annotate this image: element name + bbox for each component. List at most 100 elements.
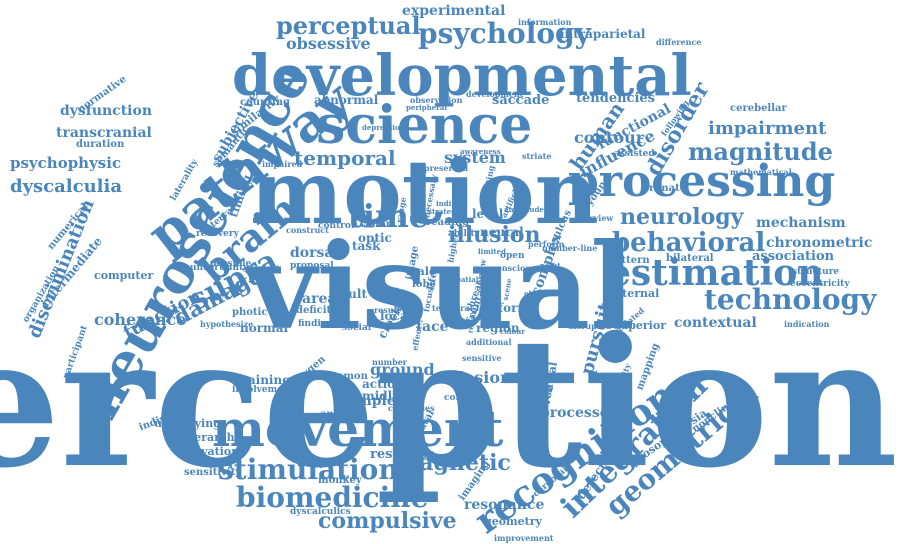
cloud-word: recovery — [196, 229, 239, 239]
cloud-word: amplitude — [504, 205, 544, 214]
cloud-word: computer — [94, 269, 154, 282]
cloud-word: mechanism — [756, 215, 846, 231]
cloud-word: ability — [448, 229, 480, 239]
cloud-word: geometry — [484, 515, 542, 528]
cloud-word: estimation — [608, 252, 824, 294]
cloud-word: training — [236, 373, 291, 387]
cloud-word: number-line — [542, 243, 598, 253]
cloud-word: dysfunction — [60, 103, 153, 119]
cloud-word: anterior — [320, 409, 366, 420]
cloud-word: developmental — [232, 43, 692, 109]
cloud-word: involvement — [232, 385, 294, 395]
cloud-word: photic — [232, 307, 268, 318]
cloud-word: response — [370, 447, 436, 462]
cloud-word: underlying — [154, 417, 221, 430]
cloud-word: resonance — [464, 497, 545, 513]
cloud-word: uncertainty — [190, 263, 249, 273]
cloud-word: impairment — [708, 118, 827, 139]
cloud-word: monkey — [318, 475, 362, 486]
cloud-word: illusion — [448, 222, 541, 248]
cloud-word: tendencies — [576, 91, 655, 106]
cloud-word: development — [466, 89, 524, 99]
cloud-word: stimulation — [218, 453, 399, 486]
cloud-word: indication — [784, 319, 830, 329]
cloud-word: open — [500, 251, 525, 261]
cloud-word: sensitivity — [184, 467, 242, 478]
cloud-word: technology — [704, 283, 877, 316]
cloud-word: perception — [0, 298, 898, 507]
cloud-word: observation — [410, 95, 463, 105]
cloud-word: motion — [250, 140, 599, 244]
cloud-word: processing — [568, 156, 836, 207]
cloud-word: correlate — [444, 393, 490, 403]
cloud-word: visual — [248, 217, 635, 356]
cloud-word: mathematical — [730, 167, 792, 177]
cloud-word: processes — [540, 405, 617, 421]
cloud-word: behavioral — [612, 228, 766, 258]
cloud-word: reading — [426, 217, 470, 228]
cloud-word: contour — [574, 128, 645, 147]
cloud-word: sample — [340, 393, 396, 409]
cloud-word: difference — [656, 37, 702, 47]
cloud-word: obsessive — [286, 34, 371, 53]
cloud-word: duration — [76, 139, 125, 150]
cloud-word: region — [476, 321, 520, 335]
cloud-word: adult — [332, 287, 367, 301]
cloud-word: vision — [360, 219, 393, 230]
cloud-word: saccade — [492, 93, 550, 108]
cloud-word: area — [302, 291, 337, 307]
cloud-word: number — [372, 357, 407, 367]
cloud-word: perform — [528, 239, 565, 249]
cloud-word: limited — [478, 247, 506, 256]
cloud-word: depression — [362, 123, 405, 132]
cloud-word: science — [316, 95, 533, 156]
cloud-word: magnetic — [396, 450, 511, 476]
cloud-word: unconscious — [480, 263, 536, 273]
cloud-word: contextual — [674, 315, 757, 331]
cloud-word: abnormal — [314, 93, 379, 107]
cloud-word: face — [416, 319, 449, 335]
cloud-word: awareness — [460, 147, 501, 156]
cloud-word: construct — [286, 225, 329, 235]
cloud-word: result — [374, 305, 401, 315]
cloud-word: finding — [298, 319, 334, 329]
cloud-word: task — [352, 239, 381, 253]
cloud-word: male — [406, 265, 436, 278]
cloud-word: structure — [792, 267, 840, 277]
cloud-word: level — [472, 207, 504, 221]
cloud-word: indirect — [436, 199, 467, 208]
cloud-word: data — [382, 287, 407, 298]
cloud-word: counting — [240, 97, 290, 108]
cloud-word: experimental — [402, 3, 506, 19]
cloud-word: dorsal — [290, 245, 339, 261]
cloud-word: point — [540, 261, 561, 270]
cloud-word: transcranial — [56, 125, 152, 141]
cloud-word: strategy — [428, 207, 461, 216]
cloud-word: lobe — [412, 279, 436, 290]
cloud-word: improvement — [494, 533, 554, 543]
cloud-word: system — [444, 148, 506, 167]
cloud-word: colour — [500, 327, 526, 336]
cloud-word: midline — [362, 389, 414, 403]
cloud-word: movement — [212, 399, 504, 458]
cloud-word: optic — [358, 231, 392, 245]
cloud-word: assisted — [614, 149, 655, 159]
cloud-word: spatial — [452, 275, 479, 284]
cloud-word: disrupted — [568, 321, 612, 331]
cloud-word: dyscalculia — [10, 176, 123, 197]
cloud-word: compulsive — [318, 508, 457, 534]
cloud-word: purview — [578, 213, 614, 223]
cloud-word: striate — [522, 151, 552, 161]
cloud-word: internal — [610, 287, 660, 300]
cloud-word: preserved — [424, 163, 469, 173]
cloud-word: dyscalculics — [290, 507, 351, 517]
cloud-word: magnitude — [688, 137, 833, 166]
cloud-word: biomedicine — [236, 481, 429, 514]
cloud-word: temporal — [294, 146, 396, 170]
cloud-word: form — [498, 301, 531, 315]
cloud-word: bilateral — [666, 253, 714, 264]
cloud-word: perceptual — [276, 11, 421, 40]
cloud-word: proposal — [290, 261, 334, 271]
cloud-word: hierarchy — [182, 431, 241, 444]
